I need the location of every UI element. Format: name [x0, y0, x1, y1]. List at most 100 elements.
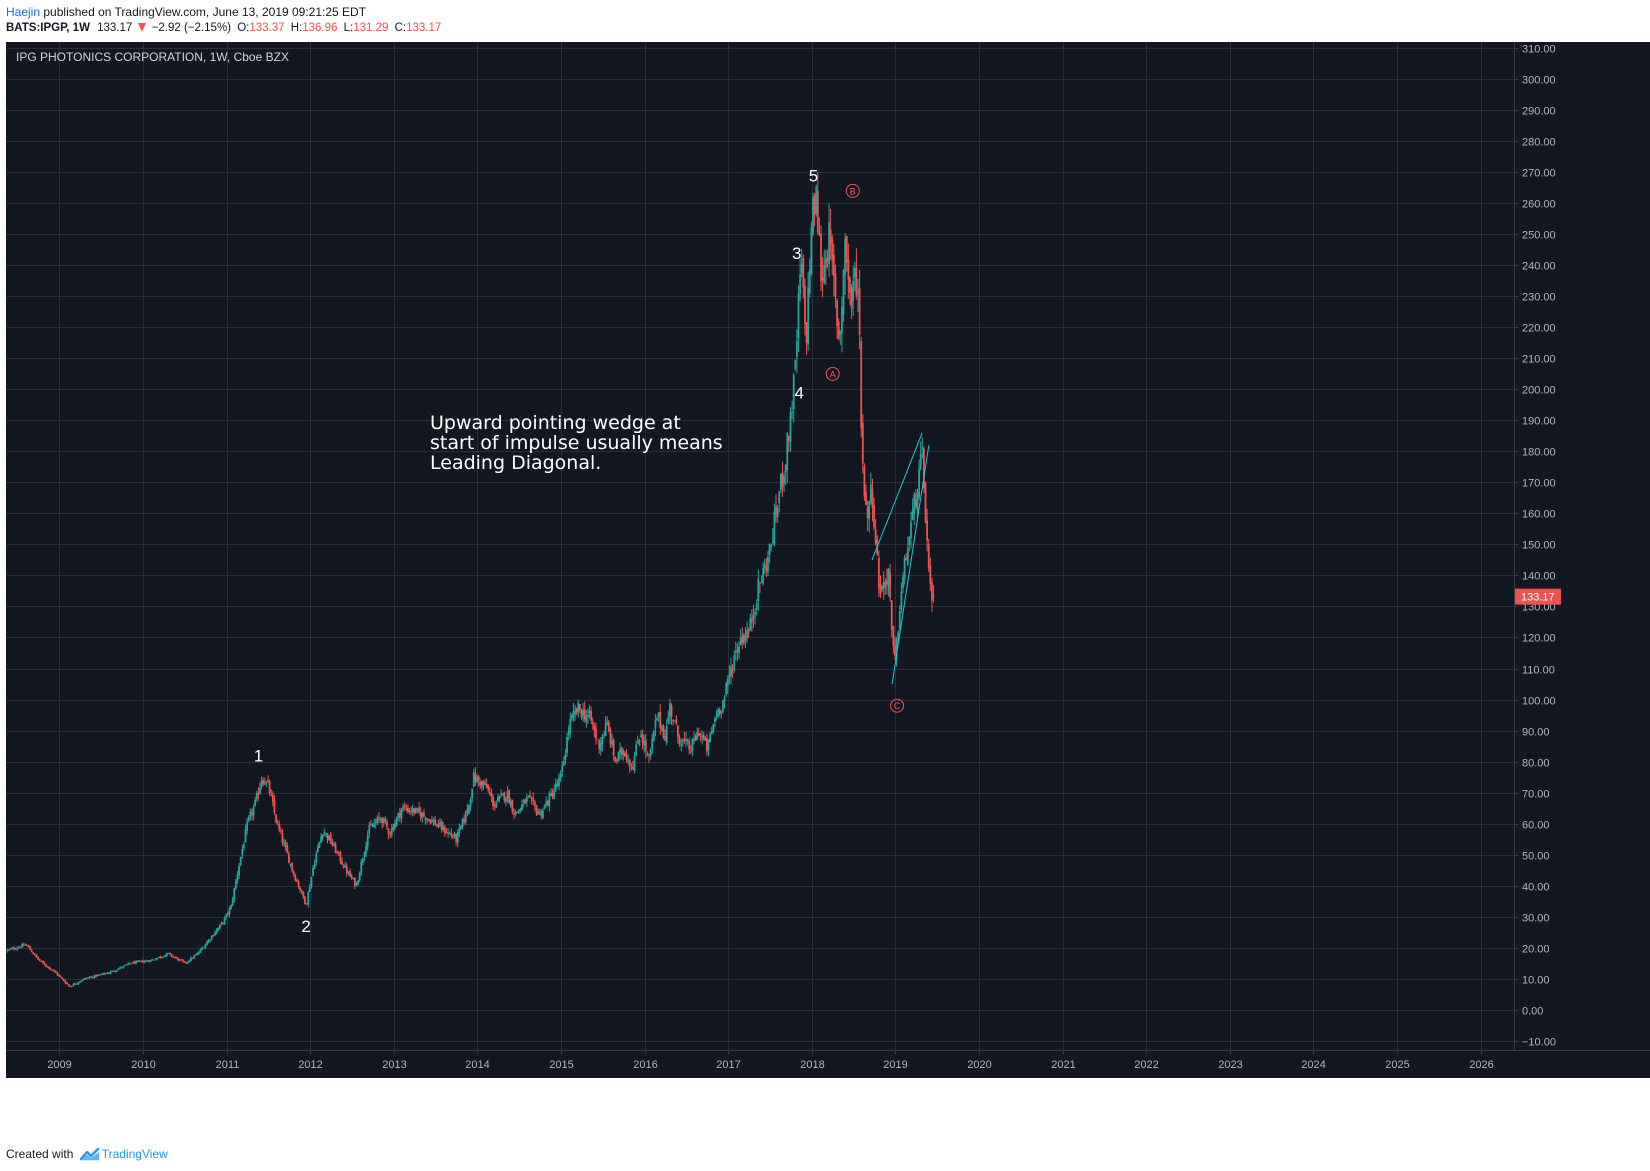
candle-body	[877, 557, 880, 588]
candle-body	[198, 952, 200, 954]
price-axis[interactable]: −10.00 0.00 10.00 20.00 30.00 40.00 50.00 60.00…	[1514, 42, 1650, 1078]
candle-body	[373, 823, 376, 827]
candle-body	[829, 229, 832, 244]
candle-body	[697, 733, 700, 737]
price-tick-label: 0.00	[1522, 1006, 1543, 1018]
candle-body	[124, 965, 126, 967]
candle-body	[434, 819, 437, 826]
time-tick-label: 2016	[633, 1059, 657, 1071]
candle-body	[159, 956, 162, 958]
candle-body	[178, 959, 181, 961]
candle-body	[900, 591, 903, 610]
candle-body	[540, 811, 543, 817]
candle-body	[556, 784, 559, 786]
candle-body	[64, 981, 67, 984]
candle-body	[657, 712, 660, 717]
price-tick-label: 80.00	[1522, 758, 1550, 770]
candle-body	[853, 268, 856, 278]
candle-body	[546, 800, 549, 806]
candle-body	[336, 851, 339, 853]
candle-body	[574, 710, 576, 715]
wedge-trendline	[891, 445, 930, 685]
candle-body	[239, 856, 242, 866]
candle-body	[897, 632, 900, 638]
candle-body	[357, 880, 359, 885]
candle-body	[302, 891, 305, 898]
plot-area[interactable]	[6, 42, 1514, 1050]
candle-body	[886, 580, 888, 585]
candle-body	[297, 881, 300, 888]
candle-body	[273, 800, 276, 813]
candle-body	[670, 705, 673, 717]
candle-body	[267, 780, 269, 782]
candle-body	[890, 600, 893, 630]
price-chart[interactable]: 1 2 3 4 5 A B C −10.00 0.00 10.00 20.00 30.00 40.00 5…	[0, 42, 1650, 1138]
candle-body	[720, 710, 723, 714]
candle-body	[408, 811, 411, 813]
candle-body	[104, 973, 107, 975]
candle-body	[479, 781, 482, 786]
close-label: C:	[394, 22, 407, 34]
candle-body	[908, 536, 911, 545]
candle-body	[30, 950, 33, 953]
candle-body	[583, 709, 586, 720]
candle-body	[468, 804, 470, 814]
candle-body	[27, 945, 30, 947]
candle-body	[344, 865, 347, 867]
candle-body	[480, 781, 483, 788]
time-axis[interactable]: 2009 2010 2011 2012 2013 2014 2015 2016 2017 2018…	[6, 1050, 1650, 1078]
candle-body	[151, 959, 154, 961]
candle-body	[34, 954, 36, 956]
candle-body	[241, 849, 244, 856]
candle-body	[783, 476, 785, 484]
candle-body	[384, 819, 387, 821]
author-link[interactable]: Haejin	[6, 5, 41, 19]
candle-body	[189, 957, 192, 962]
candle-body	[606, 721, 609, 725]
candle-body	[869, 484, 872, 503]
candle-body	[800, 263, 803, 273]
price-tick-label: 100.00	[1522, 696, 1556, 708]
candle-body	[85, 978, 88, 980]
candle-body	[892, 626, 895, 646]
candle-body	[828, 221, 830, 265]
candle-body	[79, 981, 81, 983]
candle-body	[754, 612, 757, 615]
candle-body	[8, 949, 11, 951]
time-tick-label: 2025	[1385, 1059, 1409, 1071]
candle-body	[46, 966, 49, 968]
tradingview-brand[interactable]: TradingView	[101, 1147, 168, 1161]
candle-body	[379, 818, 382, 820]
time-tick-label: 2014	[465, 1059, 489, 1071]
candle-body	[326, 833, 329, 840]
candle-body	[476, 776, 478, 783]
candle-body	[321, 834, 324, 839]
candle-body	[624, 752, 626, 757]
candle-body	[789, 412, 792, 442]
candle-body	[427, 818, 430, 820]
candle-body	[627, 760, 630, 762]
candle-body	[678, 737, 681, 745]
candle-body	[612, 739, 615, 756]
price-change: −2.92 (−2.15%)	[151, 22, 231, 34]
candle-body	[559, 773, 562, 779]
candle-body	[43, 962, 46, 965]
candle-body	[262, 780, 265, 784]
candle-body	[247, 817, 250, 822]
price-tick-label: 110.00	[1522, 665, 1555, 677]
candle-body	[349, 871, 351, 877]
candle-body	[91, 976, 94, 978]
candle-body	[66, 982, 68, 984]
candle-body	[558, 777, 560, 787]
candle-body	[643, 740, 646, 746]
candle-body	[111, 970, 113, 972]
candle-body	[312, 868, 314, 876]
candle-body	[516, 811, 519, 813]
candle-body	[873, 505, 875, 528]
candle-body	[214, 932, 216, 936]
candle-body	[699, 733, 702, 735]
wave-label-4: 4	[795, 384, 804, 403]
candle-body	[453, 833, 456, 837]
candle-body	[767, 556, 769, 572]
candle-body	[474, 773, 477, 782]
